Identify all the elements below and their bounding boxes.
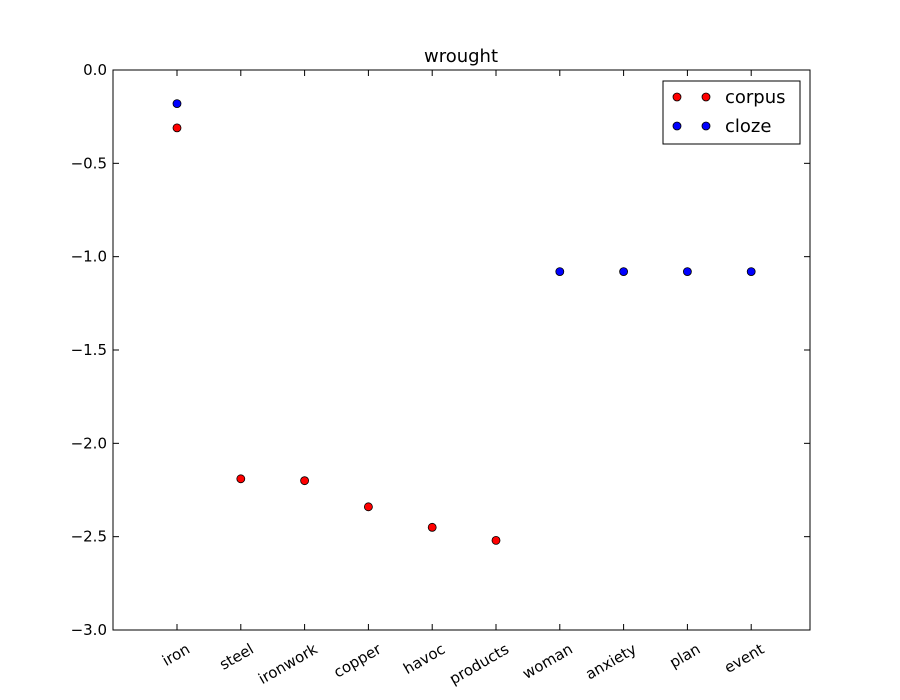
data-point-corpus [173,124,181,132]
y-tick-label: −3.0 [71,621,107,639]
legend-label-corpus: corpus [725,87,786,108]
x-tick-label: steel [216,640,256,674]
legend-marker-corpus [673,93,681,101]
legend-marker-cloze [673,122,681,130]
x-tick-label: plan [666,640,703,672]
chart-title: wrought [424,46,498,67]
y-tick-label: −2.5 [71,528,107,546]
y-tick-label: 0.0 [83,61,107,79]
y-tick-label: −1.0 [71,248,107,266]
data-point-cloze [556,268,564,276]
x-tick-label: havoc [400,640,448,678]
plot-area [113,70,810,630]
x-tick-label: ironwork [255,640,321,688]
legend-marker-corpus [702,93,710,101]
legend-marker-cloze [702,122,710,130]
x-tick-label: copper [330,639,385,681]
x-tick-label: iron [159,640,193,670]
data-point-corpus [428,523,436,531]
data-point-corpus [237,475,245,483]
x-tick-label: products [446,640,512,688]
data-point-corpus [492,536,500,544]
y-tick-label: −1.5 [71,341,107,359]
data-points [173,100,755,545]
data-point-corpus [364,503,372,511]
x-tick-label: event [721,640,767,677]
data-point-corpus [301,477,309,485]
x-tick-label: woman [519,640,575,683]
data-point-cloze [683,268,691,276]
legend: corpus cloze [663,81,800,144]
legend-label-cloze: cloze [725,116,771,137]
data-point-cloze [620,268,628,276]
data-point-cloze [173,100,181,108]
x-tick-label: anxiety [582,640,639,684]
data-point-cloze [747,268,755,276]
y-tick-label: −0.5 [71,154,107,172]
y-tick-label: −2.0 [71,434,107,452]
y-axis: 0.0 −0.5 −1.0 −1.5 −2.0 −2.5 −3.0 [71,61,810,639]
